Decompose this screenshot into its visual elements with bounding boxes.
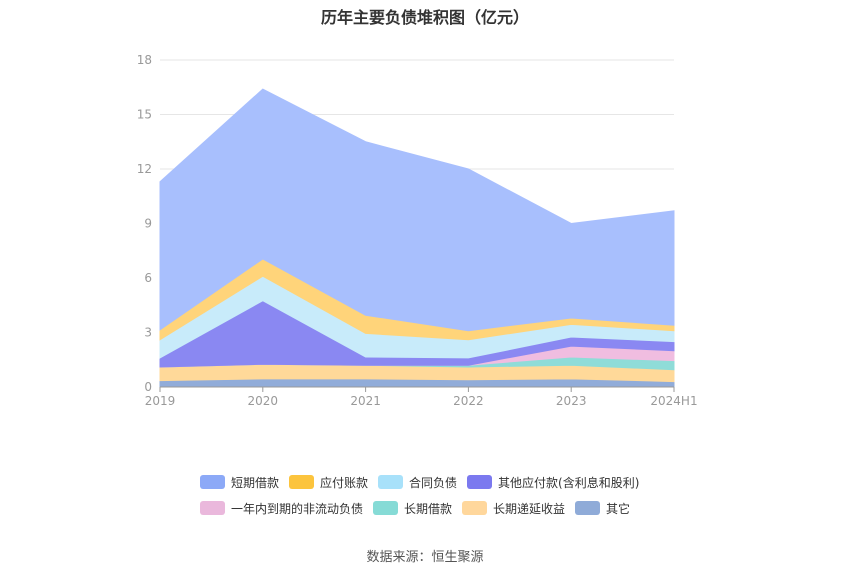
stacked-area-chart: 0 3 6 9 12 15 18 2019 2020 2021 2022 2023 2024H1: [137, 53, 698, 408]
legend-swatch: [462, 501, 488, 515]
y-tick-label: 6: [144, 271, 152, 285]
legend-item[interactable]: 长期递延收益: [462, 500, 565, 517]
y-tick-label: 0: [144, 380, 152, 394]
area-series-0: [159, 378, 675, 388]
area-layers: [159, 88, 675, 388]
x-tick-label: 2024H1: [650, 394, 697, 408]
legend-item[interactable]: 其它: [575, 500, 630, 517]
y-tick-label: 9: [144, 217, 152, 231]
legend-label: 长期借款: [404, 501, 453, 516]
legend-item[interactable]: 合同负债: [378, 474, 457, 491]
legend-swatch: [289, 475, 315, 489]
legend-item[interactable]: 长期借款: [373, 500, 452, 517]
data-source-note: 数据来源：恒生聚源: [366, 550, 484, 565]
legend-swatch: [200, 475, 225, 489]
area-series-7: [159, 88, 675, 332]
legend-row: 一年内到期的非流动负债 长期借款 长期递延收益 其它: [200, 498, 660, 518]
legend-swatch: [373, 501, 399, 515]
y-tick-label: 3: [144, 326, 152, 340]
x-tick-label: 2021: [350, 394, 381, 408]
x-tick-label: 2023: [556, 394, 587, 408]
x-tick-label: 2019: [145, 394, 176, 408]
legend: 短期借款 应付账款 合同负债 其他应付款(含利息和股利) 一年内到期的非流动负债 长期借款…: [200, 472, 660, 524]
x-tick-label: 2022: [453, 394, 484, 408]
legend-label: 短期借款: [231, 475, 280, 490]
legend-label: 其他应付款(含利息和股利): [498, 475, 640, 490]
chart-title: 历年主要负债堆积图（亿元）: [320, 8, 529, 27]
legend-swatch: [467, 475, 493, 489]
area-series-1: [159, 363, 675, 383]
y-tick-label: 15: [137, 108, 152, 122]
legend-item[interactable]: 其他应付款(含利息和股利): [467, 474, 639, 491]
legend-row: 短期借款 应付账款 合同负债 其他应付款(含利息和股利): [200, 472, 660, 492]
legend-label: 一年内到期的非流动负债: [231, 501, 364, 516]
legend-item[interactable]: 应付账款: [289, 474, 368, 491]
legend-label: 应付账款: [320, 475, 369, 490]
legend-swatch: [378, 475, 404, 489]
legend-item[interactable]: 短期借款: [200, 474, 279, 491]
legend-swatch: [575, 501, 601, 515]
y-tick-label: 18: [137, 53, 152, 67]
legend-label: 长期递延收益: [493, 501, 566, 516]
axes: 0 3 6 9 12 15 18 2019 2020 2021 2022 2023 2024H1: [137, 53, 698, 408]
y-tick-label: 12: [137, 162, 152, 176]
legend-label: 其它: [606, 501, 631, 516]
legend-label: 合同负债: [409, 475, 458, 490]
x-tick-label: 2020: [248, 394, 279, 408]
legend-item[interactable]: 一年内到期的非流动负债: [200, 500, 363, 517]
legend-swatch: [200, 501, 225, 515]
